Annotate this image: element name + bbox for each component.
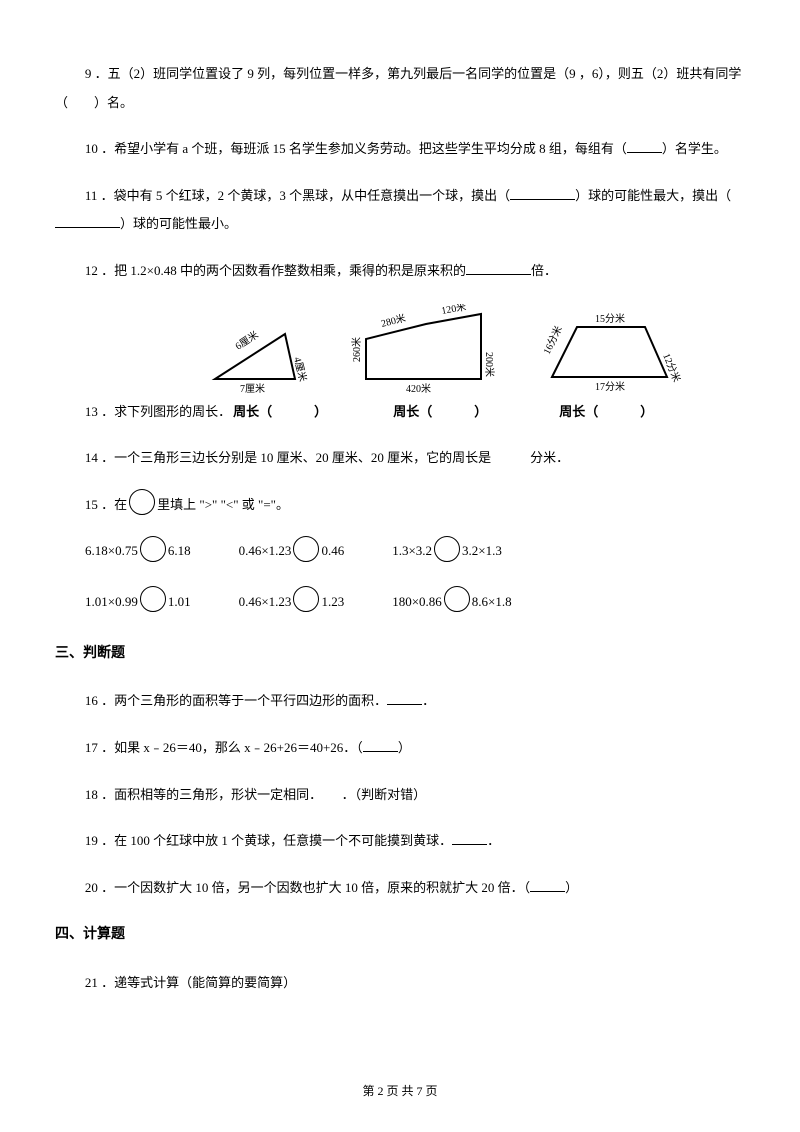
question-12: 12 ．把 1.2×0.48 中的两个因数看作整数相乘，乘得的积是原来积的 倍．: [55, 257, 745, 286]
q15-text: 15 ．在: [85, 491, 127, 520]
question-10: 10 ．希望小学有 a 个班，每班派 15 名学生参加义务劳动。把这些学生平均分…: [55, 135, 745, 164]
q10-text: 10 ．希望小学有 a 个班，每班派 15 名学生参加义务劳动。把这些学生平均分…: [85, 141, 627, 156]
q12-text-b: 倍．: [531, 263, 557, 278]
perim-label-1: 周长（）: [233, 398, 327, 427]
question-9: 9 ．五（2）班同学位置设了 9 列，每列位置一样多，第九列最后一名同学的位置是…: [55, 60, 745, 117]
q13-text: 13 ．求下列图形的周长．: [55, 398, 231, 427]
circle-icon: [129, 489, 155, 515]
question-11: 11 ．袋中有 5 个红球，2 个黄球，3 个黑球，从中任意摸出一个球，摸出（ ）…: [55, 182, 745, 239]
triangle-shape: 6厘米 4厘米 7厘米: [190, 314, 320, 394]
q16-text-b: ．: [422, 693, 435, 708]
quad-label-d: 420米: [406, 382, 431, 394]
q19-text: 19 ．在 100 个红球中放 1 个黄球，任意摸一个不可能摸到黄球．: [85, 833, 452, 848]
quad-label-c: 200米: [483, 352, 496, 377]
trap-label-a: 15分米: [595, 312, 625, 325]
q16-text: 16 ．两个三角形的面积等于一个平行四边形的面积．: [85, 693, 387, 708]
compare-4: 1.01×0.991.01: [85, 588, 191, 617]
q17-text-b: ）: [398, 740, 411, 755]
blank: [530, 879, 565, 892]
tri-label-c: 7厘米: [240, 382, 265, 394]
question-13: 13 ．求下列图形的周长． 周长（） 周长（） 周长（）: [55, 398, 745, 427]
circle-icon: [293, 586, 319, 612]
question-18: 18 ．面积相等的三角形，形状一定相同． ．（判断对错）: [55, 781, 745, 810]
question-21: 21 ．递等式计算（能简算的要简算）: [55, 969, 745, 998]
tri-label-a: 6厘米: [233, 328, 261, 353]
blank: [363, 739, 398, 752]
trap-label-b: 16分米: [540, 323, 565, 356]
compare-3: 1.3×3.23.2×1.3: [392, 537, 502, 566]
q17-text: 17 ．如果 x﹣26＝40，那么 x﹣26+26＝40+26．（: [85, 740, 363, 755]
q20-text-b: ）: [565, 880, 578, 895]
compare-row-1: 6.18×0.756.18 0.46×1.230.46 1.3×3.23.2×1…: [55, 537, 745, 566]
question-17: 17 ．如果 x﹣26＝40，那么 x﹣26+26＝40+26．（ ）: [55, 734, 745, 763]
q11-text-b: ）球的可能性最大，摸出（: [575, 188, 731, 203]
blank: [387, 692, 422, 705]
q15-text-b: 里填上 ">" "<" 或 "="。: [157, 491, 289, 520]
compare-6: 180×0.868.6×1.8: [392, 588, 511, 617]
q19-text-b: ．: [487, 833, 500, 848]
circle-icon: [293, 536, 319, 562]
compare-1: 6.18×0.756.18: [85, 537, 191, 566]
q10-text-b: ）名学生。: [662, 141, 727, 156]
compare-row-2: 1.01×0.991.01 0.46×1.231.23 180×0.868.6×…: [55, 588, 745, 617]
q20-text: 20 ．一个因数扩大 10 倍，另一个因数也扩大 10 倍，原来的积就扩大 20…: [85, 880, 530, 895]
circle-icon: [434, 536, 460, 562]
circle-icon: [140, 586, 166, 612]
blank: [510, 187, 575, 200]
question-16: 16 ．两个三角形的面积等于一个平行四边形的面积． ．: [55, 687, 745, 716]
compare-5: 0.46×1.231.23: [239, 588, 345, 617]
question-14: 14 ．一个三角形三边长分别是 10 厘米、20 厘米、20 厘米，它的周长是 …: [55, 444, 745, 473]
blank: [452, 832, 487, 845]
quad-shape: 280米 120米 200米 420米 260米: [346, 304, 511, 394]
shapes-row: 6厘米 4厘米 7厘米 280米 120米 200米 420米 260米 15分…: [55, 304, 745, 394]
perim-label-2: 周长（）: [393, 398, 487, 427]
quad-label-b: 120米: [440, 304, 467, 317]
question-20: 20 ．一个因数扩大 10 倍，另一个因数也扩大 10 倍，原来的积就扩大 20…: [55, 874, 745, 903]
blank: [55, 215, 120, 228]
compare-2: 0.46×1.230.46: [239, 537, 345, 566]
blank: [466, 262, 531, 275]
blank: [627, 140, 662, 153]
perim-label-3: 周长（）: [559, 398, 653, 427]
section-3-title: 三、判断题: [55, 639, 745, 670]
quad-label-a: 280米: [380, 311, 407, 330]
quad-label-e: 260米: [350, 337, 363, 362]
trap-label-d: 17分米: [595, 380, 625, 393]
section-4-title: 四、计算题: [55, 920, 745, 951]
question-15: 15 ．在 里填上 ">" "<" 或 "="。: [55, 491, 745, 520]
circle-icon: [140, 536, 166, 562]
q11-text-c: ）球的可能性最小。: [120, 216, 237, 231]
q11-text: 11 ．袋中有 5 个红球，2 个黄球，3 个黑球，从中任意摸出一个球，摸出（: [85, 188, 510, 203]
circle-icon: [444, 586, 470, 612]
question-19: 19 ．在 100 个红球中放 1 个黄球，任意摸一个不可能摸到黄球． ．: [55, 827, 745, 856]
page-footer: 第 2 页 共 7 页: [0, 1078, 800, 1104]
trapezoid-shape: 15分米 16分米 12分米 17分米: [537, 309, 687, 394]
q12-text: 12 ．把 1.2×0.48 中的两个因数看作整数相乘，乘得的积是原来积的: [85, 263, 466, 278]
